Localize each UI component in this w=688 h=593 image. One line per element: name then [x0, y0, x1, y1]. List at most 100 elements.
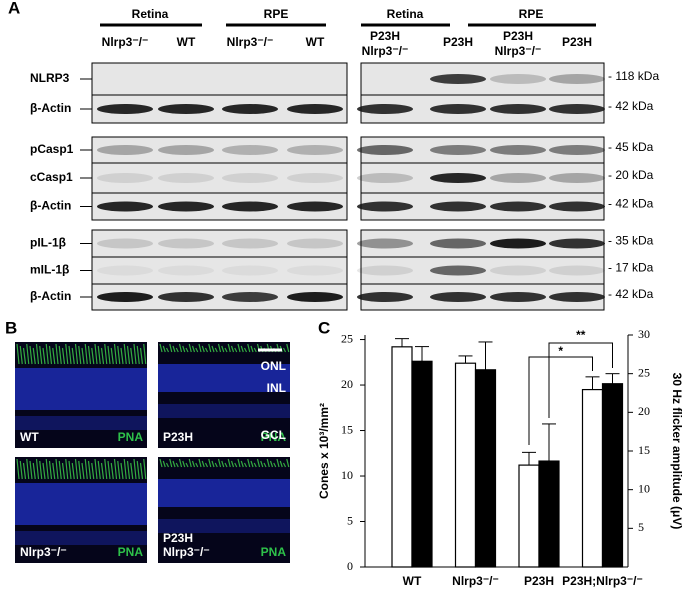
size-label: - 42 kDa	[608, 197, 654, 211]
blot-band	[222, 265, 278, 276]
cone-stain	[35, 458, 40, 480]
cone-stain	[165, 462, 170, 468]
cone-stain	[234, 462, 238, 468]
bar	[518, 464, 540, 568]
blot-strip	[91, 62, 348, 96]
cone-stain	[32, 347, 36, 365]
nuclear-layer	[158, 479, 290, 507]
blot-band	[490, 145, 546, 155]
cone-stain	[162, 460, 166, 468]
cone-stain	[100, 462, 105, 480]
blot-band	[357, 145, 413, 155]
cone-stain	[143, 458, 147, 480]
x-tick-label: P23H;Nlrp3⁻/⁻	[562, 574, 643, 588]
blot-band	[549, 104, 605, 114]
cone-stain	[81, 462, 85, 480]
cone-stain	[84, 343, 88, 365]
y2-tick-label: 15	[638, 443, 650, 457]
cone-stain	[282, 462, 287, 468]
sig-label: **	[576, 328, 586, 342]
x-tick-label: P23H	[524, 574, 554, 588]
cone-stain	[123, 343, 127, 365]
blot-band	[287, 201, 343, 212]
cone-stain	[266, 458, 270, 468]
y-tick-label: 5	[347, 513, 353, 527]
cone-stain	[113, 458, 118, 480]
blot-band	[430, 173, 486, 183]
cone-stain	[16, 343, 20, 365]
blot-band	[97, 173, 153, 183]
cone-stain	[185, 462, 189, 468]
cone-stain	[240, 460, 244, 468]
cone-stain	[113, 343, 118, 365]
cone-stain	[19, 345, 23, 365]
cone-stain	[65, 458, 69, 480]
y-tick-label: 25	[341, 331, 353, 345]
cone-stain	[84, 458, 88, 480]
blot-band	[97, 201, 153, 212]
cone-stain	[198, 458, 202, 468]
cone-stain	[29, 460, 33, 480]
cone-stain	[68, 345, 72, 365]
cone-stain	[78, 345, 82, 365]
cone-stain	[81, 347, 85, 365]
blot-band	[549, 74, 605, 84]
cone-stain	[39, 345, 43, 365]
blot-band	[158, 292, 214, 302]
cone-stain	[230, 460, 235, 468]
size-label: - 118 kDa	[608, 69, 659, 83]
cone-stain	[178, 458, 183, 468]
blot-band	[158, 238, 214, 249]
cone-stain	[55, 343, 59, 365]
cone-stain	[214, 462, 218, 468]
cone-stain	[276, 458, 280, 468]
cone-stain	[250, 460, 254, 468]
cone-stain	[104, 458, 108, 480]
blot-band	[490, 201, 546, 212]
size-label: - 35 kDa	[608, 234, 654, 248]
sig-bracket	[548, 342, 613, 418]
cone-stain	[110, 347, 114, 365]
cone-stain	[237, 458, 241, 468]
cone-stain	[182, 345, 186, 353]
cone-stain	[52, 462, 56, 480]
cone-stain	[16, 458, 20, 480]
stain-label: PNA	[261, 430, 287, 444]
blot-band	[287, 292, 343, 302]
cone-stain	[126, 460, 131, 480]
y-tick-label: 10	[341, 468, 353, 482]
cone-stain	[61, 347, 66, 365]
blot-strip	[91, 162, 348, 194]
bar	[538, 460, 560, 568]
nuclear-layer	[158, 519, 290, 533]
cone-stain	[256, 458, 261, 468]
cone-stain	[71, 347, 75, 365]
blot-band	[222, 145, 278, 155]
image-label: Nlrp3⁻/⁻	[163, 545, 210, 559]
cone-stain	[126, 345, 131, 365]
cone-stain	[130, 347, 134, 365]
blot-band	[490, 74, 546, 84]
nuclear-layer	[15, 483, 147, 525]
sig-label: *	[558, 344, 563, 358]
y2-tick-label: 25	[638, 365, 650, 379]
cone-stain	[162, 345, 166, 353]
blot-band	[549, 173, 605, 183]
cone-stain	[74, 458, 79, 480]
sig-bracket	[528, 356, 593, 445]
blot-band	[97, 265, 153, 276]
cone-stain	[195, 347, 199, 353]
cone-stain	[221, 345, 225, 353]
blot-band	[158, 201, 214, 212]
cone-stain	[120, 347, 124, 365]
cone-stain	[91, 347, 95, 365]
cone-stain	[26, 458, 30, 480]
cone-stain	[130, 462, 134, 480]
row-label: β-Actin	[30, 199, 71, 213]
cone-stain	[282, 347, 287, 353]
nuclear-layer	[158, 404, 290, 418]
group-label: RPE	[264, 7, 289, 21]
blot-band	[222, 173, 278, 183]
cone-stain	[48, 345, 53, 365]
cone-stain	[253, 347, 257, 353]
